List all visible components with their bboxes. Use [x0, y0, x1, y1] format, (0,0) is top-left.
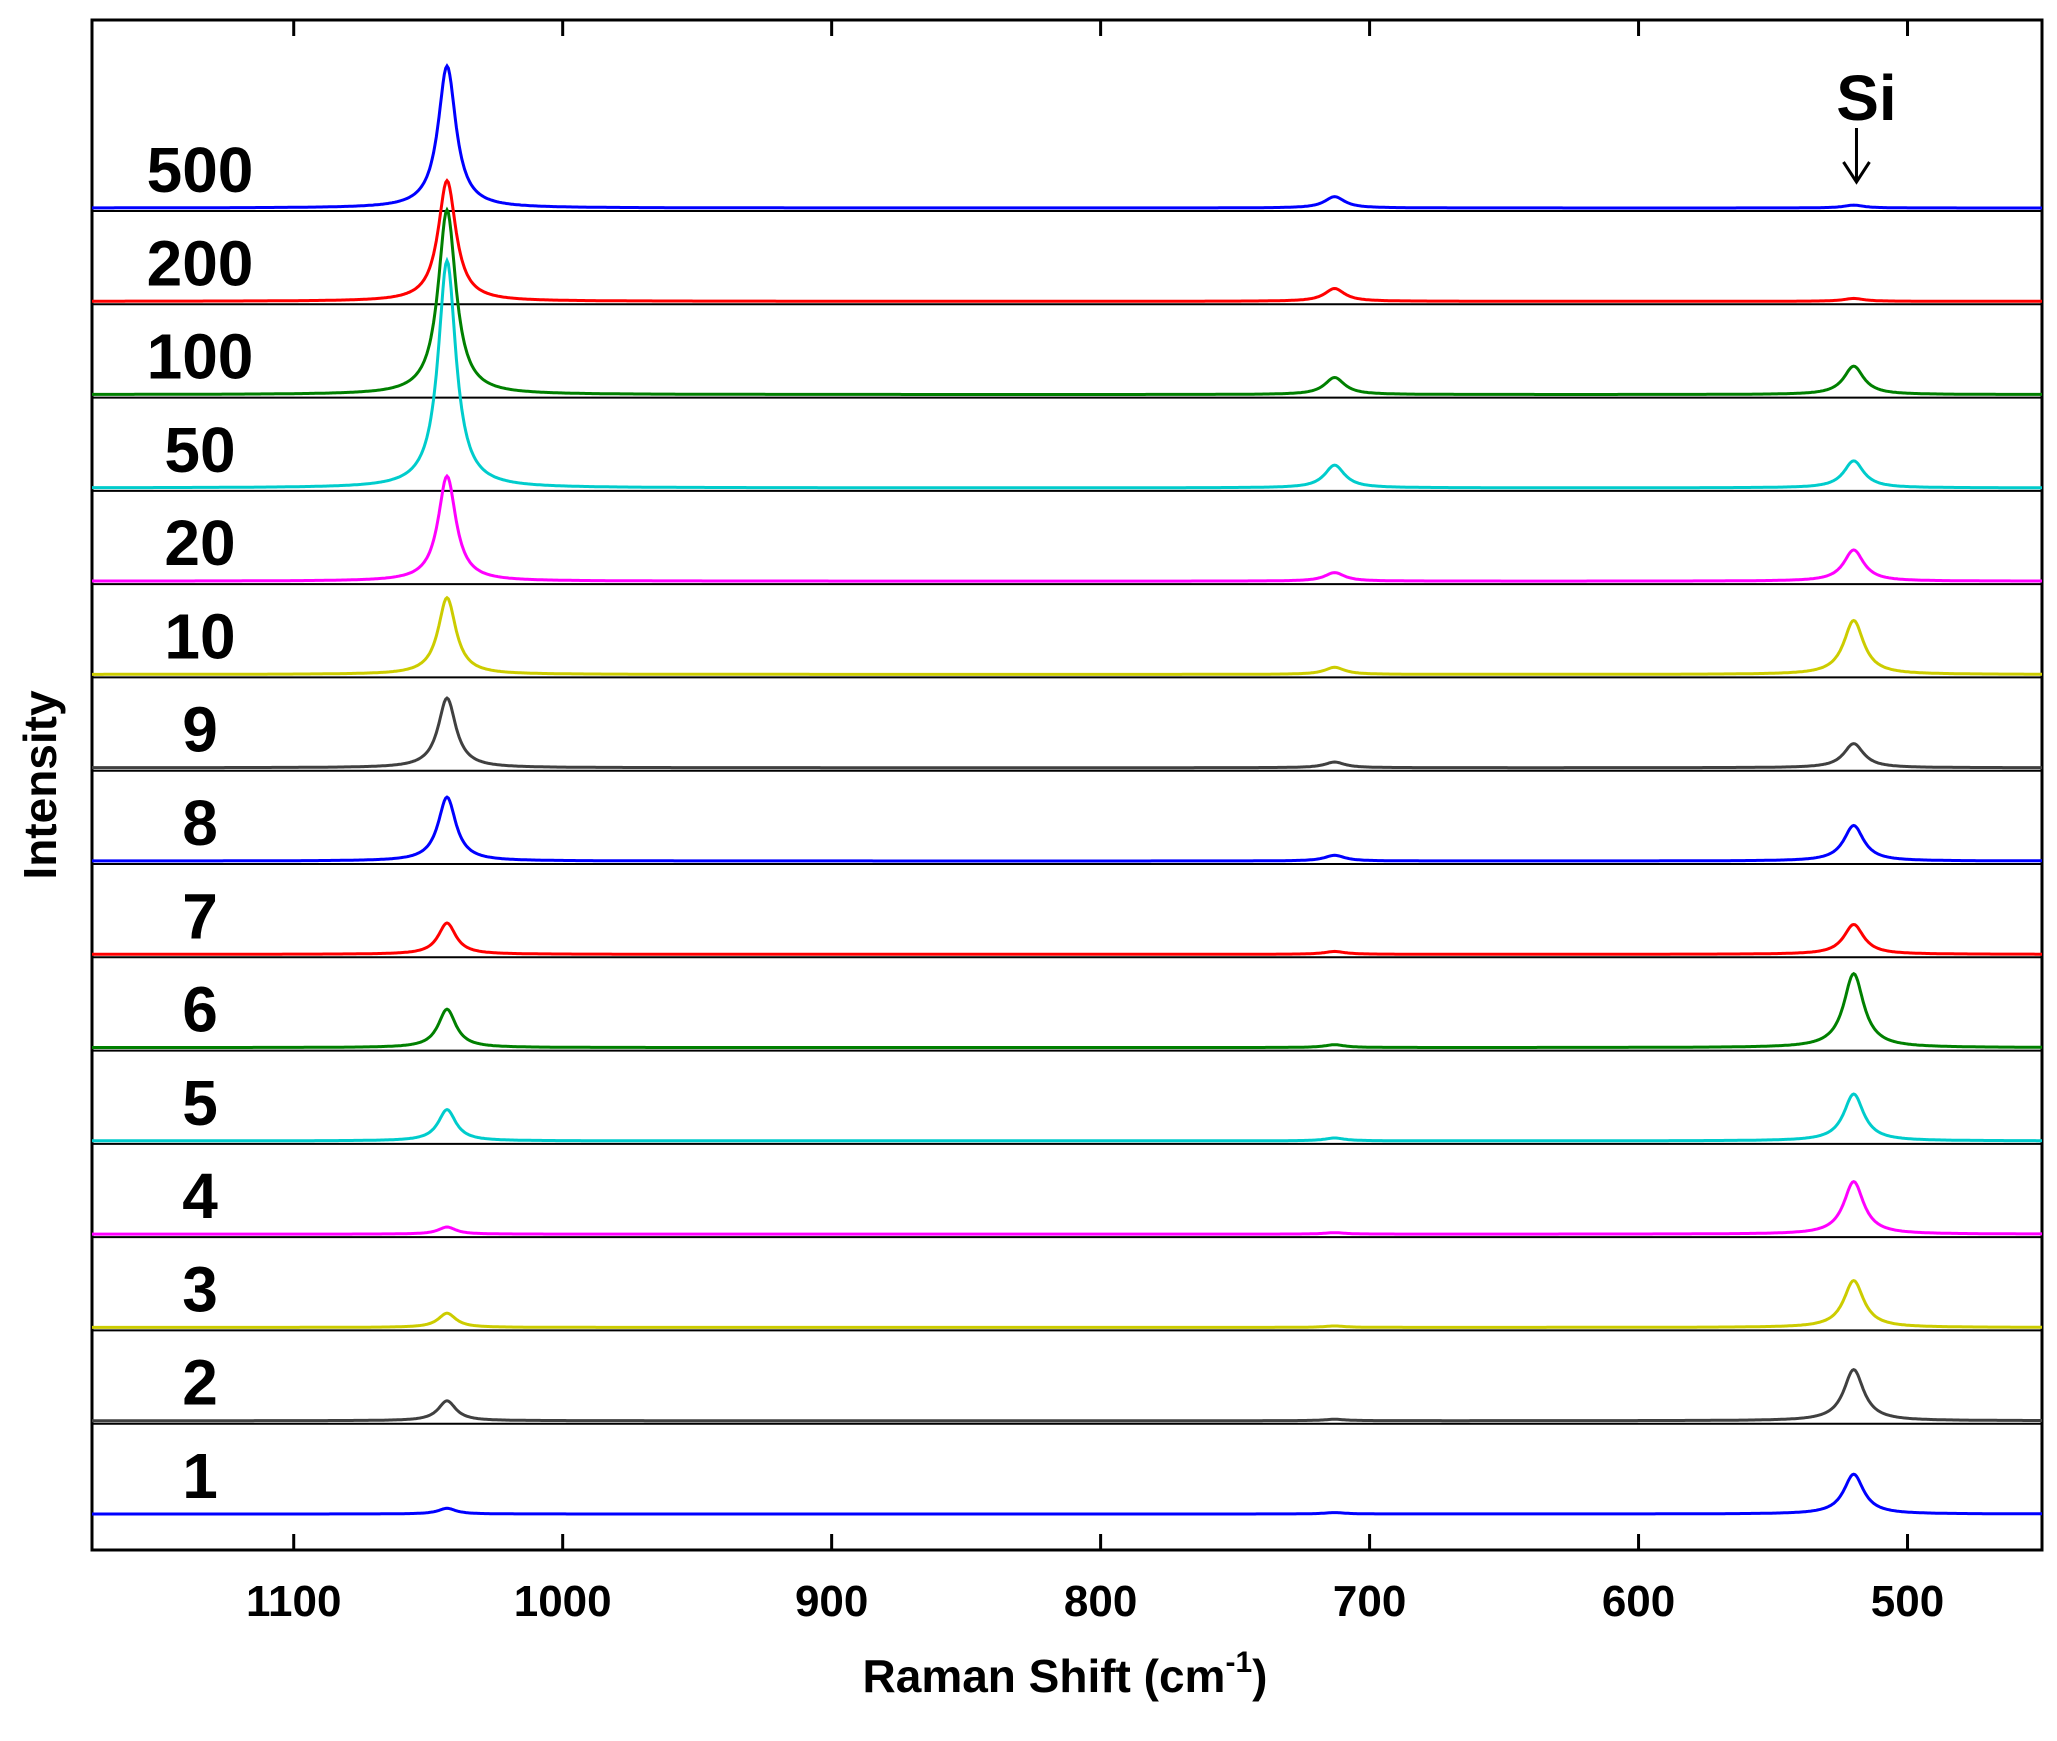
spectrum-line-8: [92, 795, 2042, 863]
x-tick-label-900: 900: [795, 1577, 868, 1626]
series-label-6: 6: [182, 974, 218, 1046]
x-tick-label-800: 800: [1064, 1577, 1137, 1626]
spectrum-line-3: [92, 1279, 2042, 1329]
series-label-1: 1: [182, 1440, 218, 1512]
x-axis-ticks: 1100 1000 900 800 700 600 500: [246, 20, 1944, 1626]
spectrum-line-50: [92, 256, 2042, 490]
spectrum-line-4: [92, 1179, 2042, 1236]
x-tick-label-1100: 1100: [246, 1577, 341, 1626]
spectrum-line-6: [92, 971, 2042, 1049]
series-separator-lines: [92, 210, 2042, 1425]
x-tick-label-600: 600: [1602, 1577, 1675, 1626]
series-label-2: 2: [182, 1347, 218, 1419]
annotations: Si: [1836, 62, 1897, 185]
x-tick-label-1000: 1000: [514, 1577, 612, 1626]
series-label-9: 9: [182, 694, 218, 766]
series-label-3: 3: [182, 1253, 218, 1325]
x-axis-title: Raman Shift (cm-1): [863, 1646, 1268, 1702]
spectrum-line-100: [92, 206, 2042, 396]
spectrum-line-1: [92, 1472, 2042, 1516]
spectrum-line-200: [92, 178, 2042, 303]
series-labels: 500 200 100 50 20 10 9 8 7 6 5 4 3 2 1: [147, 134, 254, 1512]
series-label-500: 500: [147, 134, 254, 206]
series-label-5: 5: [182, 1067, 218, 1139]
x-tick-label-700: 700: [1333, 1577, 1406, 1626]
series-label-100: 100: [147, 321, 254, 393]
spectrum-line-9: [92, 696, 2042, 770]
si-annotation-label: Si: [1836, 62, 1896, 134]
series-label-7: 7: [182, 880, 218, 952]
y-axis-title: Intensity: [14, 690, 66, 880]
spectrum-line-2: [92, 1367, 2042, 1423]
spectrum-line-500: [92, 63, 2042, 210]
series-label-200: 200: [147, 227, 254, 299]
spectrum-line-10: [92, 595, 2042, 676]
series-label-10: 10: [164, 600, 235, 672]
series-label-8: 8: [182, 787, 218, 859]
spectrum-line-7: [92, 921, 2042, 956]
spectra-lines: [92, 63, 2042, 1516]
series-label-4: 4: [182, 1160, 218, 1232]
spectrum-line-5: [92, 1092, 2042, 1143]
si-annotation-arrow-head: [1842, 161, 1871, 185]
x-tick-label-500: 500: [1871, 1577, 1944, 1626]
plot-area-frame: [90, 18, 2044, 1552]
series-label-50: 50: [164, 414, 235, 486]
spectrum-line-20: [92, 473, 2042, 583]
series-label-20: 20: [164, 507, 235, 579]
